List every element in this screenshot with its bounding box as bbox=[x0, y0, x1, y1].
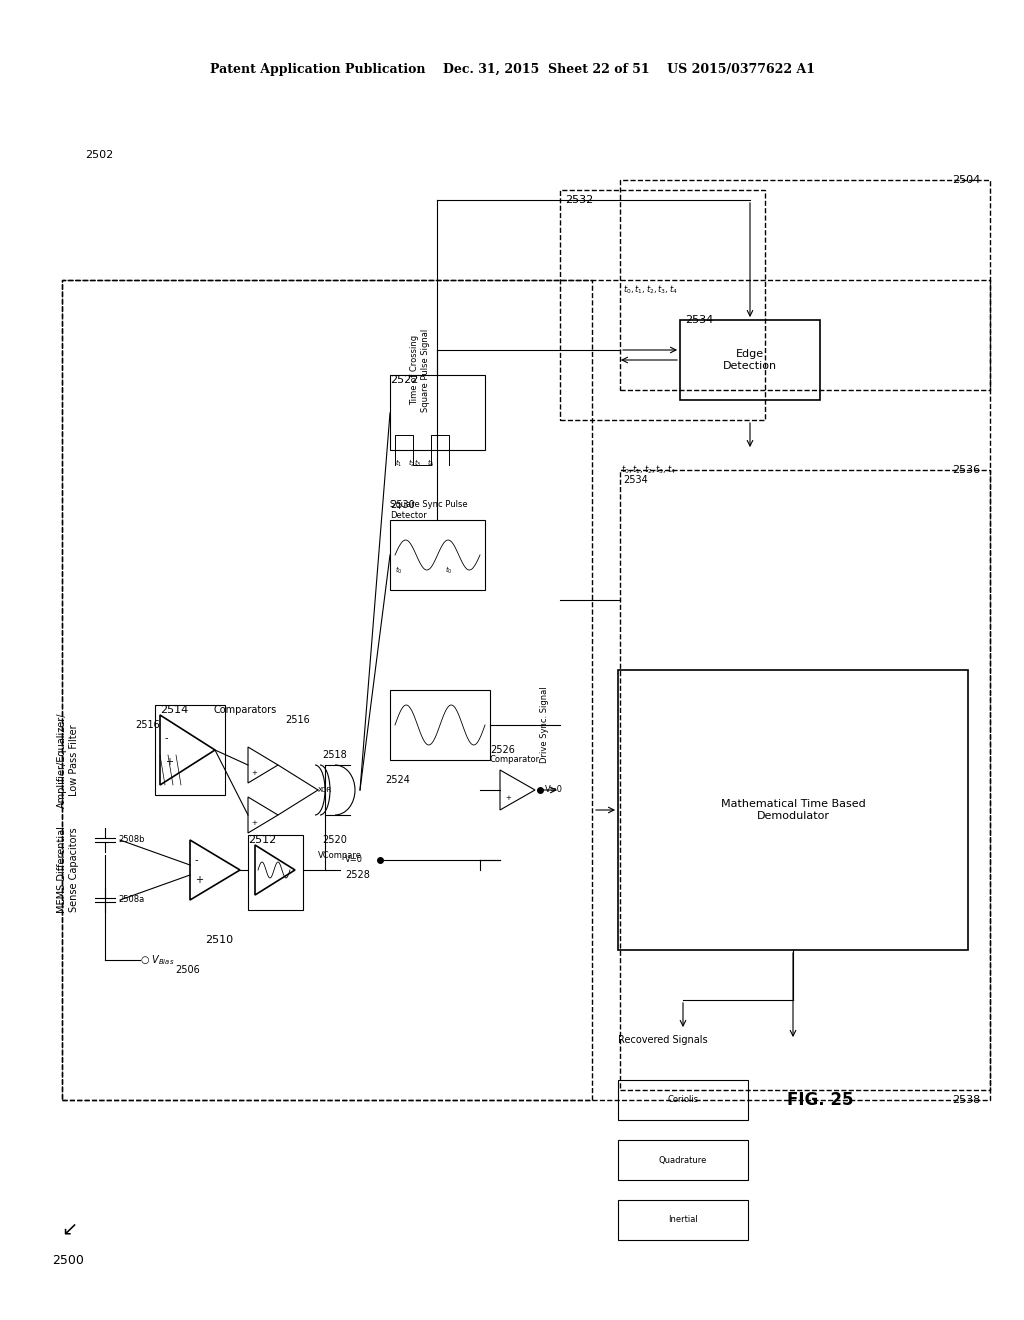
Text: 2530: 2530 bbox=[390, 500, 415, 510]
Text: $t_0, t_1, t_2, t_3, t_4$: $t_0, t_1, t_2, t_3, t_4$ bbox=[623, 284, 678, 296]
Text: XOR: XOR bbox=[317, 787, 332, 793]
Text: 2520: 2520 bbox=[323, 836, 347, 845]
Text: V=0: V=0 bbox=[345, 855, 362, 865]
Text: 2526: 2526 bbox=[490, 744, 515, 755]
Text: 2524: 2524 bbox=[385, 775, 410, 785]
Text: Comparators: Comparators bbox=[213, 705, 276, 715]
Text: 2512: 2512 bbox=[248, 836, 276, 845]
Text: $t_2t_3$: $t_2t_3$ bbox=[408, 458, 422, 469]
Text: 2506: 2506 bbox=[175, 965, 200, 975]
Text: Comparator: Comparator bbox=[490, 755, 540, 764]
Text: 2500: 2500 bbox=[52, 1254, 84, 1266]
Text: VCompare: VCompare bbox=[318, 850, 362, 859]
Text: 2516: 2516 bbox=[285, 715, 309, 725]
Text: 2532: 2532 bbox=[565, 195, 593, 205]
Text: +: + bbox=[505, 795, 511, 801]
Text: +: + bbox=[165, 756, 173, 767]
Text: 2518: 2518 bbox=[323, 750, 347, 760]
Text: $\swarrow$: $\swarrow$ bbox=[58, 1221, 78, 1239]
Text: 2528: 2528 bbox=[345, 870, 370, 880]
Text: V=0: V=0 bbox=[545, 785, 563, 795]
Text: +: + bbox=[251, 770, 257, 776]
Text: 2510: 2510 bbox=[205, 935, 233, 945]
Text: -: - bbox=[195, 855, 199, 865]
Text: +: + bbox=[251, 820, 257, 826]
Text: 2508b: 2508b bbox=[118, 836, 144, 845]
Text: Recovered Signals: Recovered Signals bbox=[618, 1035, 708, 1045]
Text: 2516: 2516 bbox=[135, 719, 160, 730]
Text: Time of Crossing
Square Pulse Signal: Time of Crossing Square Pulse Signal bbox=[411, 329, 430, 412]
Text: Inertial: Inertial bbox=[668, 1216, 698, 1225]
Text: Drive Sync. Signal: Drive Sync. Signal bbox=[540, 686, 549, 763]
Text: +: + bbox=[195, 875, 203, 884]
Text: Quadrature: Quadrature bbox=[658, 1155, 708, 1164]
Text: 2534: 2534 bbox=[624, 475, 648, 484]
Text: Amplifier/Equalizer/
Low Pass Filter: Amplifier/Equalizer/ Low Pass Filter bbox=[57, 713, 79, 808]
Text: 2522: 2522 bbox=[390, 375, 419, 385]
Text: Mathematical Time Based
Demodulator: Mathematical Time Based Demodulator bbox=[721, 799, 865, 821]
Text: 2514: 2514 bbox=[160, 705, 188, 715]
Text: $t_0$: $t_0$ bbox=[445, 565, 453, 576]
Text: 2538: 2538 bbox=[951, 1096, 980, 1105]
Text: Patent Application Publication    Dec. 31, 2015  Sheet 22 of 51    US 2015/03776: Patent Application Publication Dec. 31, … bbox=[210, 63, 814, 77]
Text: Edge
Detection: Edge Detection bbox=[723, 350, 777, 371]
Text: 2502: 2502 bbox=[85, 150, 114, 160]
Text: -: - bbox=[165, 733, 169, 743]
Text: 2504: 2504 bbox=[951, 176, 980, 185]
Text: 2536: 2536 bbox=[952, 465, 980, 475]
Text: $t_4$: $t_4$ bbox=[427, 458, 434, 469]
Text: $t_0, t_1, t_2, t_3, t_4$: $t_0, t_1, t_2, t_3, t_4$ bbox=[621, 463, 676, 477]
Text: Coriolis: Coriolis bbox=[668, 1096, 698, 1105]
Text: MEMS Differential
Sense Capacitors: MEMS Differential Sense Capacitors bbox=[57, 826, 79, 913]
Text: $\bigcirc$ $V_{Bias}$: $\bigcirc$ $V_{Bias}$ bbox=[140, 953, 174, 966]
Text: 2508a: 2508a bbox=[118, 895, 144, 904]
Text: 2534: 2534 bbox=[685, 315, 714, 325]
Text: Square Sync Pulse
Detector: Square Sync Pulse Detector bbox=[390, 500, 468, 520]
Text: FIG. 25: FIG. 25 bbox=[786, 1092, 853, 1109]
Text: $t_1$: $t_1$ bbox=[395, 458, 402, 469]
Text: $t_0$: $t_0$ bbox=[395, 565, 402, 576]
